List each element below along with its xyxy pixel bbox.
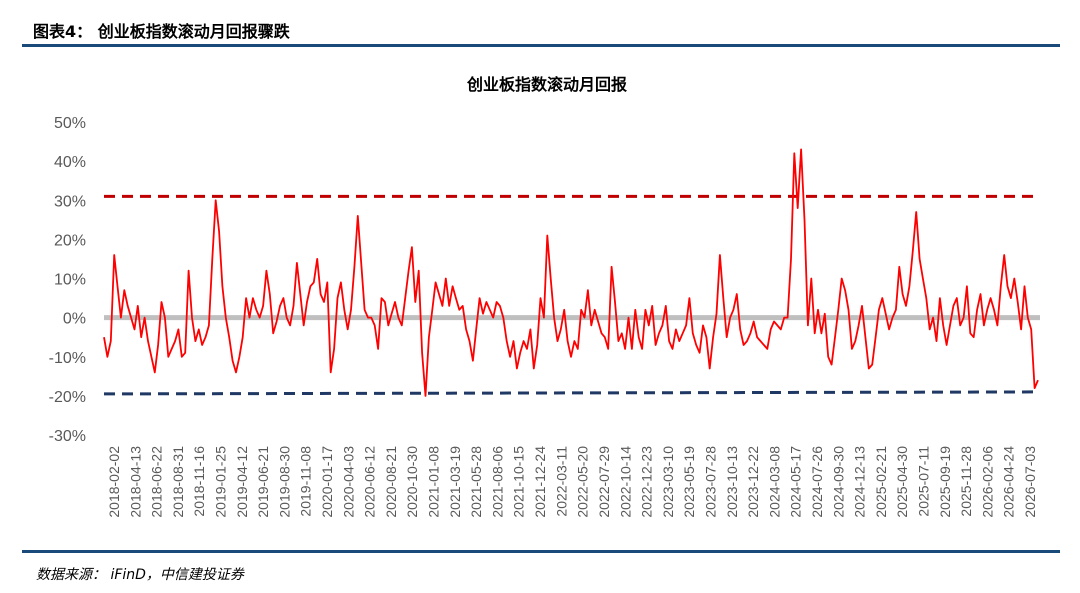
x-tick-label: 2023-05-19 <box>681 446 697 518</box>
x-tick-label: 2020-04-03 <box>340 446 356 518</box>
x-tick-label: 2021-10-15 <box>511 446 527 518</box>
x-tick-label: 2024-09-30 <box>830 446 846 518</box>
y-tick-label: -20% <box>49 389 86 406</box>
y-tick-label: 0% <box>63 311 86 328</box>
x-tick-label: 2024-03-08 <box>766 446 782 518</box>
y-tick-label: 20% <box>54 232 86 249</box>
x-tick-label: 2020-06-12 <box>362 446 378 518</box>
x-tick-label: 2022-03-11 <box>553 446 569 517</box>
x-tick-label: 2025-02-21 <box>873 446 889 518</box>
x-tick-label: 2019-08-30 <box>276 446 292 518</box>
x-tick-label: 2020-10-30 <box>404 446 420 518</box>
x-tick-label: 2022-07-29 <box>596 446 612 518</box>
x-tick-label: 2025-09-19 <box>937 446 953 518</box>
y-tick-label: 30% <box>54 193 86 210</box>
x-tick-label: 2023-10-13 <box>724 446 740 518</box>
y-axis: 50% 40% 30% 20% 10% 0% -10% -20% -30% <box>49 115 86 445</box>
series-line <box>103 148 1039 397</box>
x-tick-label: 2026-07-03 <box>1022 446 1038 518</box>
x-tick-label: 2022-12-23 <box>639 446 655 518</box>
x-tick-label: 2018-08-31 <box>170 446 186 518</box>
footer-rule <box>22 550 1060 553</box>
x-tick-label: 2025-04-30 <box>894 446 910 518</box>
x-tick-label: 2018-02-02 <box>106 446 122 518</box>
x-tick-label: 2018-06-22 <box>149 446 165 518</box>
y-tick-label: 10% <box>54 272 86 289</box>
x-tick-label: 2021-01-08 <box>426 446 442 518</box>
y-tick-label: -10% <box>49 350 86 367</box>
x-tick-label: 2020-08-21 <box>383 446 399 518</box>
x-tick-label: 2023-03-10 <box>660 446 676 518</box>
x-tick-label: 2018-11-16 <box>191 446 207 517</box>
x-tick-label: 2020-01-17 <box>319 446 335 518</box>
x-axis: 2018-02-02 2018-04-13 2018-06-22 2018-08-31… <box>106 446 1038 518</box>
x-tick-label: 2023-12-22 <box>745 446 761 518</box>
x-tick-label: 2024-07-26 <box>809 446 825 518</box>
x-tick-label: 2019-01-25 <box>213 446 229 518</box>
x-tick-label: 2021-03-19 <box>447 446 463 518</box>
chart-title: 创业板指数滚动月回报 <box>466 75 627 94</box>
x-tick-label: 2021-05-28 <box>468 446 484 518</box>
x-tick-label: 2019-11-08 <box>298 446 314 517</box>
x-tick-label: 2026-02-06 <box>979 446 995 518</box>
lower-threshold-line <box>103 390 1041 396</box>
x-tick-label: 2024-05-17 <box>788 446 804 518</box>
x-tick-label: 2021-08-06 <box>489 446 505 518</box>
figure-title: 图表4： 创业板指数滚动月回报骤跌 <box>33 22 290 41</box>
header-rule <box>22 44 1060 47</box>
y-tick-label: 50% <box>54 115 86 132</box>
x-tick-label: 2024-12-13 <box>852 446 868 518</box>
x-tick-label: 2025-11-28 <box>958 446 974 517</box>
y-tick-label: -30% <box>49 428 86 445</box>
x-tick-label: 2018-04-13 <box>127 446 143 518</box>
source-note: 数据来源： iFinD，中信建投证券 <box>36 567 244 583</box>
x-tick-label: 2022-05-20 <box>575 446 591 518</box>
x-tick-label: 2026-04-24 <box>1001 446 1017 518</box>
x-tick-label: 2019-04-12 <box>234 446 250 518</box>
x-tick-label: 2023-07-28 <box>702 446 718 518</box>
x-tick-label: 2021-12-24 <box>532 446 548 518</box>
x-tick-label: 2022-10-14 <box>617 446 633 518</box>
x-tick-label: 2019-06-21 <box>255 446 271 518</box>
y-tick-label: 40% <box>54 154 86 171</box>
x-tick-label: 2025-07-11 <box>915 446 931 517</box>
